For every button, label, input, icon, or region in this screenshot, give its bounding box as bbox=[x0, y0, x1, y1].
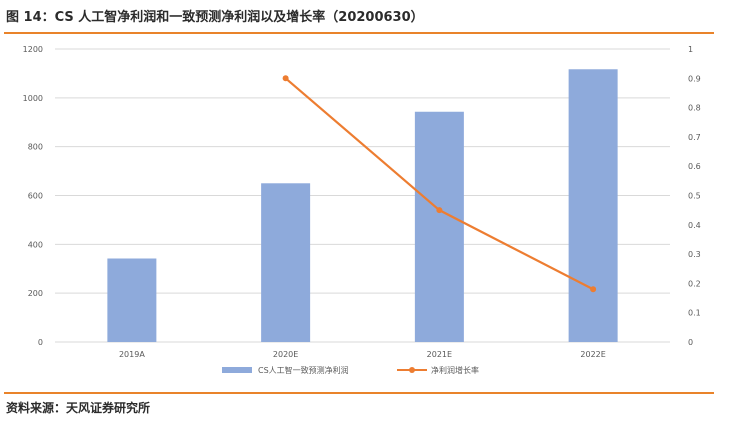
chart: 0 200 400 600 800 1000 1200 0 0.1 0.2 0.3 0.4 0.5 0.… bbox=[23, 45, 701, 375]
legend-bar-swatch bbox=[222, 367, 252, 373]
title-rule bbox=[4, 32, 714, 34]
right-tick-label: 0.9 bbox=[688, 74, 701, 83]
left-tick-label: 1000 bbox=[23, 94, 43, 103]
left-tick-label: 400 bbox=[28, 240, 43, 249]
line-point bbox=[282, 75, 289, 82]
legend: CS人工智一致预测净利润 净利润增长率 bbox=[222, 365, 479, 375]
bar bbox=[568, 69, 618, 342]
left-tick-label: 800 bbox=[28, 143, 43, 152]
bar bbox=[261, 183, 311, 342]
gridlines bbox=[55, 48, 670, 343]
left-tick-label: 0 bbox=[38, 338, 43, 347]
right-axis-ticks: 0 0.1 0.2 0.3 0.4 0.5 0.6 0.7 0.8 0.9 1 bbox=[688, 45, 701, 347]
right-tick-label: 1 bbox=[688, 45, 693, 54]
bar bbox=[107, 258, 157, 342]
legend-bar-label: CS人工智一致预测净利润 bbox=[258, 365, 349, 375]
bar-series bbox=[107, 69, 618, 343]
x-tick-label: 2019A bbox=[119, 350, 145, 359]
bar bbox=[414, 111, 464, 343]
x-axis-ticks: 2019A 2020E 2021E 2022E bbox=[119, 350, 606, 359]
left-axis-ticks: 0 200 400 600 800 1000 1200 bbox=[23, 45, 43, 347]
figure-title: 图 14：CS 人工智净利润和一致预测净利润以及增长率（20200630） bbox=[6, 10, 424, 25]
right-tick-label: 0.1 bbox=[688, 309, 701, 318]
left-tick-label: 1200 bbox=[23, 45, 43, 54]
legend-line-label: 净利润增长率 bbox=[431, 365, 479, 375]
line-point bbox=[436, 207, 443, 214]
x-tick-label: 2021E bbox=[427, 350, 452, 359]
x-tick-label: 2020E bbox=[273, 350, 298, 359]
right-tick-label: 0.7 bbox=[688, 133, 701, 142]
right-tick-label: 0.6 bbox=[688, 162, 701, 171]
source-rule bbox=[4, 392, 714, 394]
right-tick-label: 0.8 bbox=[688, 104, 701, 113]
legend-line-marker bbox=[409, 367, 415, 373]
x-tick-label: 2022E bbox=[580, 350, 605, 359]
right-tick-label: 0.2 bbox=[688, 279, 701, 288]
right-tick-label: 0.5 bbox=[688, 192, 701, 201]
line-point bbox=[590, 286, 597, 293]
right-tick-label: 0.3 bbox=[688, 250, 701, 259]
left-tick-label: 200 bbox=[28, 289, 43, 298]
line-series bbox=[282, 75, 597, 293]
left-tick-label: 600 bbox=[28, 192, 43, 201]
right-tick-label: 0 bbox=[688, 338, 693, 347]
source-note: 资料来源：天风证券研究所 bbox=[6, 401, 151, 415]
right-tick-label: 0.4 bbox=[688, 221, 701, 230]
